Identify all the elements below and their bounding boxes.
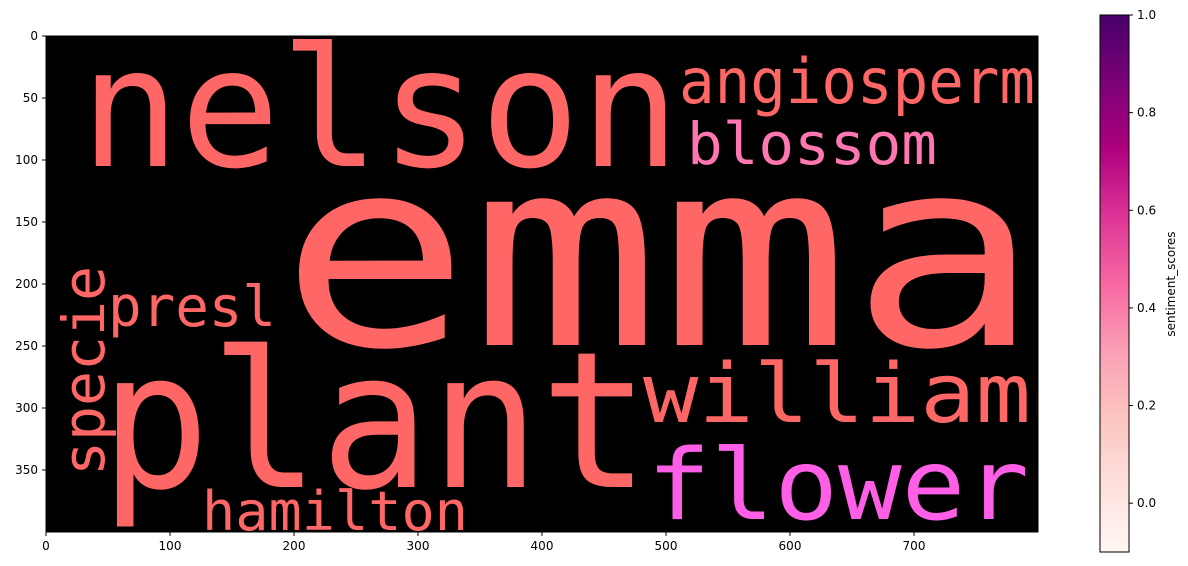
colorbar-tick-label: 0.6 xyxy=(1137,203,1156,217)
colorbar-label: sentiment_scores xyxy=(1164,231,1178,336)
x-tick-label: 0 xyxy=(42,539,50,553)
colorbar-tick-label: 1.0 xyxy=(1137,8,1156,22)
y-tick-label: 150 xyxy=(15,215,38,229)
y-tick-label: 300 xyxy=(15,401,38,415)
word-blossom: blossom xyxy=(687,110,937,178)
colorbar-axis: 0.0 0.2 0.4 0.6 0.8 1.0 xyxy=(1129,8,1156,510)
y-axis: 0 50 100 150 200 250 300 350 xyxy=(15,29,46,477)
x-tick-label: 700 xyxy=(903,539,926,553)
y-tick-label: 350 xyxy=(15,463,38,477)
y-tick-label: 0 xyxy=(30,29,38,43)
word-william: william xyxy=(643,347,1031,442)
x-axis: 0 100 200 300 400 500 600 700 xyxy=(42,532,925,553)
y-tick-label: 100 xyxy=(15,153,38,167)
x-tick-label: 600 xyxy=(779,539,802,553)
colorbar-tick-label: 0.2 xyxy=(1137,399,1156,413)
word-hamilton: hamilton xyxy=(202,480,468,543)
word-specie: specie xyxy=(50,266,118,476)
x-tick-label: 300 xyxy=(407,539,430,553)
word-presl: presl xyxy=(108,275,276,340)
word-group: emma nelson plant angiosperm blossom wil… xyxy=(50,13,1040,543)
word-plant: plant xyxy=(100,311,650,532)
colorbar-tick-label: 0.0 xyxy=(1137,496,1156,510)
x-tick-label: 500 xyxy=(655,539,678,553)
y-tick-label: 200 xyxy=(15,277,38,291)
word-nelson: nelson xyxy=(80,13,680,206)
plot-background xyxy=(46,36,1038,532)
y-tick-label: 50 xyxy=(23,91,38,105)
y-tick-label: 250 xyxy=(15,339,38,353)
colorbar-tick-label: 0.4 xyxy=(1137,301,1156,315)
word-flower: flower xyxy=(647,429,1029,543)
colorbar xyxy=(1099,14,1130,553)
x-tick-label: 200 xyxy=(283,539,306,553)
colorbar-tick-label: 0.8 xyxy=(1137,106,1156,120)
word-angiosperm: angiosperm xyxy=(679,45,1035,118)
word-emma: emma xyxy=(280,102,1040,407)
x-tick-label: 400 xyxy=(531,539,554,553)
x-tick-label: 100 xyxy=(159,539,182,553)
